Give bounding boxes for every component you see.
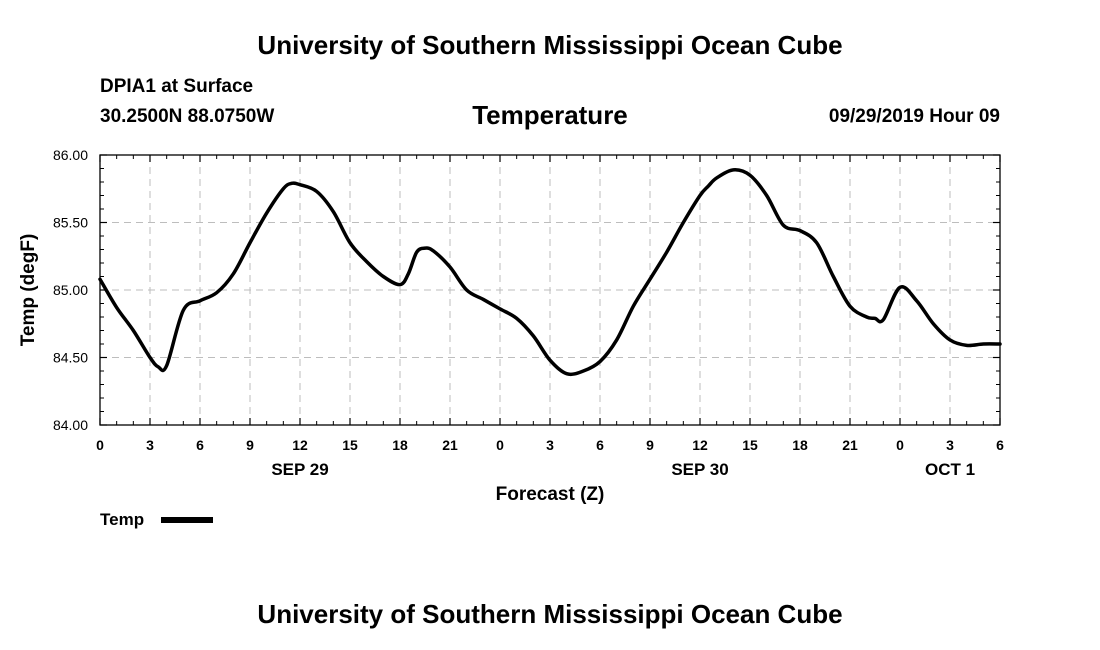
x-tick-label: 9 bbox=[646, 437, 654, 453]
x-axis-label: Forecast (Z) bbox=[496, 484, 605, 505]
x-tick-label: 0 bbox=[896, 437, 904, 453]
plot-title: Temperature bbox=[472, 100, 628, 130]
y-axis-label: Temp (degF) bbox=[18, 234, 39, 347]
x-tick-label: 3 bbox=[146, 437, 154, 453]
x-tick-label: 18 bbox=[792, 437, 808, 453]
forecast-datetime: 09/29/2019 Hour 09 bbox=[828, 106, 1000, 127]
y-tick-label: 86.00 bbox=[53, 147, 88, 163]
x-tick-label: 9 bbox=[246, 437, 254, 453]
bottom-title: University of Southern Mississippi Ocean… bbox=[257, 599, 843, 629]
x-tick-label: 6 bbox=[596, 437, 604, 453]
x-tick-label: 3 bbox=[546, 437, 554, 453]
date-label: SEP 29 bbox=[271, 460, 328, 479]
y-tick-label: 85.50 bbox=[53, 215, 88, 231]
date-label: OCT 1 bbox=[925, 460, 975, 479]
y-tick-label: 84.00 bbox=[53, 417, 88, 433]
x-tick-label: 0 bbox=[496, 437, 504, 453]
x-tick-label: 3 bbox=[946, 437, 954, 453]
legend-swatch bbox=[161, 517, 213, 523]
legend-label: Temp bbox=[100, 510, 145, 529]
station-name: DPIA1 at Surface bbox=[100, 76, 254, 97]
x-tick-label: 18 bbox=[392, 437, 408, 453]
x-tick-label: 21 bbox=[442, 437, 458, 453]
x-tick-label: 12 bbox=[692, 437, 708, 453]
y-tick-label: 85.00 bbox=[53, 282, 88, 298]
x-tick-label: 6 bbox=[196, 437, 204, 453]
x-tick-label: 15 bbox=[742, 437, 758, 453]
top-title: University of Southern Mississippi Ocean… bbox=[257, 30, 843, 60]
x-tick-label: 21 bbox=[842, 437, 858, 453]
date-label: SEP 30 bbox=[671, 460, 728, 479]
y-tick-label: 84.50 bbox=[53, 350, 88, 366]
temp-series-line bbox=[98, 168, 1002, 377]
plot-frame bbox=[99, 154, 1001, 426]
x-tick-label: 12 bbox=[292, 437, 308, 453]
x-tick-label: 15 bbox=[342, 437, 358, 453]
x-tick-label: 6 bbox=[996, 437, 1004, 453]
x-tick-label: 0 bbox=[96, 437, 104, 453]
grid bbox=[100, 155, 1000, 425]
tick-labels: 0 3 6 9 12 15 18 21 0 3 6 9 12 15 18 21 0 3 6 SEP 29 SEP 30 O… bbox=[53, 147, 1004, 479]
station-coordinates: 30.2500N 88.0750W bbox=[100, 106, 275, 127]
